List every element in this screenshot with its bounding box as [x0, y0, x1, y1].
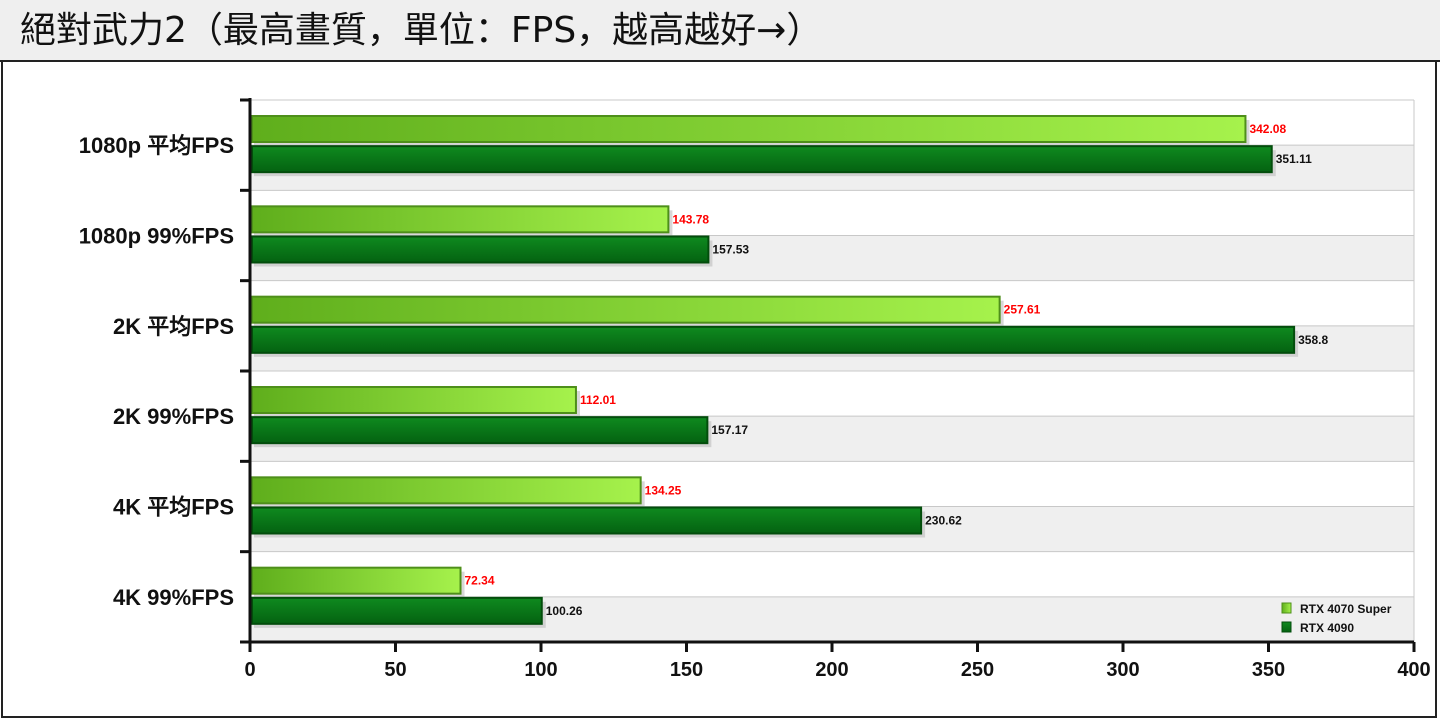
x-tick-label: 300 [1106, 659, 1139, 681]
data-label: 112.01 [580, 393, 616, 407]
data-label: 358.8 [1298, 333, 1328, 347]
data-label: 143.78 [672, 212, 709, 226]
x-tick-label: 400 [1397, 659, 1430, 681]
x-tick-label: 100 [524, 659, 557, 681]
bar-rtx-4090 [251, 416, 709, 445]
data-label: 230.62 [925, 514, 962, 528]
category-label: 2K 99%FPS [113, 404, 234, 429]
x-tick-label: 0 [244, 659, 255, 681]
category-label: 4K 99%FPS [113, 585, 234, 610]
x-tick-label: 150 [670, 659, 703, 681]
data-label: 157.17 [711, 423, 748, 437]
bar-rtx-4070-super [251, 295, 1001, 324]
bar-rtx-4070-super [251, 566, 462, 595]
bar-rtx-4090 [251, 325, 1296, 354]
bar-rtx-4070-super [251, 476, 642, 505]
legend-swatch-rtx-4070-super [1281, 602, 1292, 614]
legend-label-rtx-4070-super: RTX 4070 Super [1300, 602, 1392, 616]
category-label: 2K 平均FPS [113, 314, 234, 339]
legend-label-rtx-4090: RTX 4090 [1300, 621, 1354, 635]
category-label: 4K 平均FPS [113, 495, 234, 520]
bar-rtx-4090 [251, 506, 923, 535]
bar-rtx-4070-super [251, 386, 577, 414]
x-tick-label: 350 [1252, 659, 1285, 681]
data-label: 72.34 [465, 574, 495, 588]
bar-rtx-4090 [251, 235, 710, 264]
bar-rtx-4070-super [251, 205, 670, 234]
legend-swatch-rtx-4090 [1281, 621, 1292, 633]
data-label: 342.08 [1249, 122, 1286, 136]
bar-rtx-4090 [251, 145, 1273, 174]
data-label: 157.53 [712, 243, 749, 257]
bar-rtx-4090 [251, 596, 543, 625]
x-tick-label: 50 [384, 659, 406, 681]
bar-rtx-4070-super [251, 115, 1247, 143]
title-bar: 絕對武力2（最高畫質，單位：FPS，越高越好→） [0, 0, 1440, 62]
category-label: 1080p 平均FPS [79, 133, 234, 158]
data-label: 100.26 [546, 604, 583, 618]
chart-title: 絕對武力2（最高畫質，單位：FPS，越高越好→） [20, 10, 823, 51]
data-label: 134.25 [645, 483, 682, 497]
category-label: 1080p 99%FPS [79, 224, 234, 249]
x-tick-label: 200 [815, 659, 848, 681]
data-label: 257.61 [1004, 303, 1041, 317]
data-label: 351.11 [1276, 152, 1312, 166]
x-tick-label: 250 [961, 659, 994, 681]
